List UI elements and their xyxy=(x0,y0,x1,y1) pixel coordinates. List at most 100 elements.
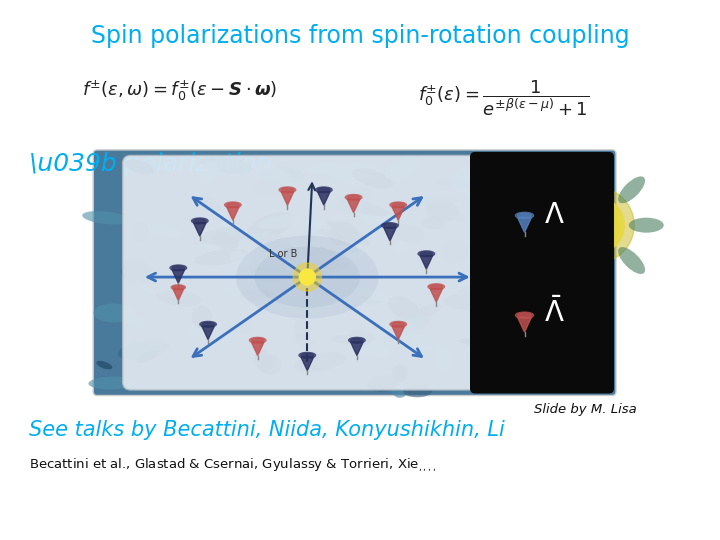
Ellipse shape xyxy=(172,285,184,289)
Circle shape xyxy=(293,263,321,291)
Circle shape xyxy=(568,197,624,253)
Ellipse shape xyxy=(251,178,285,197)
Ellipse shape xyxy=(392,382,408,398)
Text: Slide by M. Lisa: Slide by M. Lisa xyxy=(534,403,637,416)
Polygon shape xyxy=(351,342,363,355)
Ellipse shape xyxy=(348,287,398,302)
Ellipse shape xyxy=(334,188,373,214)
Ellipse shape xyxy=(444,294,492,310)
Ellipse shape xyxy=(327,220,370,246)
Text: Becattini et al., Glastad & Csernai, Gyulassy & Torrieri, Xie$_{,,,,}$: Becattini et al., Glastad & Csernai, Gyu… xyxy=(29,456,436,474)
FancyBboxPatch shape xyxy=(122,156,515,390)
Ellipse shape xyxy=(436,179,489,187)
Ellipse shape xyxy=(328,222,357,246)
Ellipse shape xyxy=(246,212,294,241)
Ellipse shape xyxy=(395,308,430,332)
Ellipse shape xyxy=(261,166,305,184)
Ellipse shape xyxy=(384,253,407,278)
Ellipse shape xyxy=(199,161,217,184)
Ellipse shape xyxy=(403,386,432,397)
Text: $\bar{\Lambda}$: $\bar{\Lambda}$ xyxy=(544,297,565,328)
Ellipse shape xyxy=(118,340,169,360)
Ellipse shape xyxy=(201,227,246,245)
Ellipse shape xyxy=(532,247,560,267)
Polygon shape xyxy=(173,289,184,300)
Ellipse shape xyxy=(146,279,168,294)
Ellipse shape xyxy=(212,232,238,249)
Polygon shape xyxy=(301,357,314,370)
Ellipse shape xyxy=(257,215,300,229)
Ellipse shape xyxy=(589,158,604,193)
Ellipse shape xyxy=(485,216,508,226)
Ellipse shape xyxy=(294,298,320,306)
Ellipse shape xyxy=(433,348,454,372)
Polygon shape xyxy=(430,288,443,302)
Ellipse shape xyxy=(415,196,459,203)
Ellipse shape xyxy=(486,219,521,237)
Ellipse shape xyxy=(280,187,294,192)
Ellipse shape xyxy=(441,240,472,264)
Ellipse shape xyxy=(485,309,532,334)
Ellipse shape xyxy=(503,237,549,256)
Text: See talks by Becattini, Niida, Konyushikhin, Li: See talks by Becattini, Niida, Konyushik… xyxy=(29,420,505,440)
Polygon shape xyxy=(318,192,330,205)
Polygon shape xyxy=(202,326,215,340)
Ellipse shape xyxy=(618,247,645,274)
Ellipse shape xyxy=(188,322,211,336)
Ellipse shape xyxy=(300,353,315,358)
Ellipse shape xyxy=(82,211,129,225)
Ellipse shape xyxy=(198,223,235,249)
Polygon shape xyxy=(281,192,294,205)
Ellipse shape xyxy=(384,157,421,180)
Ellipse shape xyxy=(259,328,292,337)
Ellipse shape xyxy=(387,296,419,319)
Ellipse shape xyxy=(549,164,575,176)
Ellipse shape xyxy=(276,250,320,273)
Ellipse shape xyxy=(393,321,415,336)
Ellipse shape xyxy=(298,260,350,275)
Ellipse shape xyxy=(352,168,393,188)
Ellipse shape xyxy=(467,354,513,381)
Ellipse shape xyxy=(246,268,293,281)
Ellipse shape xyxy=(294,334,313,348)
Polygon shape xyxy=(227,207,239,220)
Ellipse shape xyxy=(125,159,153,174)
Ellipse shape xyxy=(472,268,509,286)
Ellipse shape xyxy=(533,158,583,181)
Ellipse shape xyxy=(192,306,212,328)
Ellipse shape xyxy=(429,284,444,289)
Ellipse shape xyxy=(171,265,186,271)
Ellipse shape xyxy=(391,322,405,327)
Ellipse shape xyxy=(484,317,505,338)
Circle shape xyxy=(558,187,634,263)
Ellipse shape xyxy=(482,308,530,329)
Ellipse shape xyxy=(618,177,645,203)
Ellipse shape xyxy=(300,224,318,246)
Ellipse shape xyxy=(255,349,273,373)
Ellipse shape xyxy=(528,218,564,233)
Ellipse shape xyxy=(261,355,282,375)
Text: $f^{\pm}(\epsilon,\omega) = f_0^{\pm}(\epsilon - \boldsymbol{S}\cdot\boldsymbol{: $f^{\pm}(\epsilon,\omega) = f_0^{\pm}(\e… xyxy=(82,78,278,103)
Ellipse shape xyxy=(359,205,391,227)
Ellipse shape xyxy=(201,322,215,327)
Polygon shape xyxy=(251,342,264,355)
Ellipse shape xyxy=(561,272,606,299)
Ellipse shape xyxy=(383,223,397,228)
Text: L or B: L or B xyxy=(269,249,297,259)
Ellipse shape xyxy=(589,258,604,293)
Ellipse shape xyxy=(240,289,275,300)
Ellipse shape xyxy=(249,232,279,252)
Ellipse shape xyxy=(330,163,379,183)
Ellipse shape xyxy=(230,251,250,267)
Ellipse shape xyxy=(364,294,382,305)
Ellipse shape xyxy=(223,287,240,296)
Ellipse shape xyxy=(419,251,433,256)
Polygon shape xyxy=(518,218,531,232)
Ellipse shape xyxy=(317,187,331,192)
Ellipse shape xyxy=(516,213,532,218)
Polygon shape xyxy=(172,269,184,283)
Ellipse shape xyxy=(330,335,371,345)
Ellipse shape xyxy=(318,229,353,241)
Ellipse shape xyxy=(193,218,207,224)
Ellipse shape xyxy=(124,315,145,328)
